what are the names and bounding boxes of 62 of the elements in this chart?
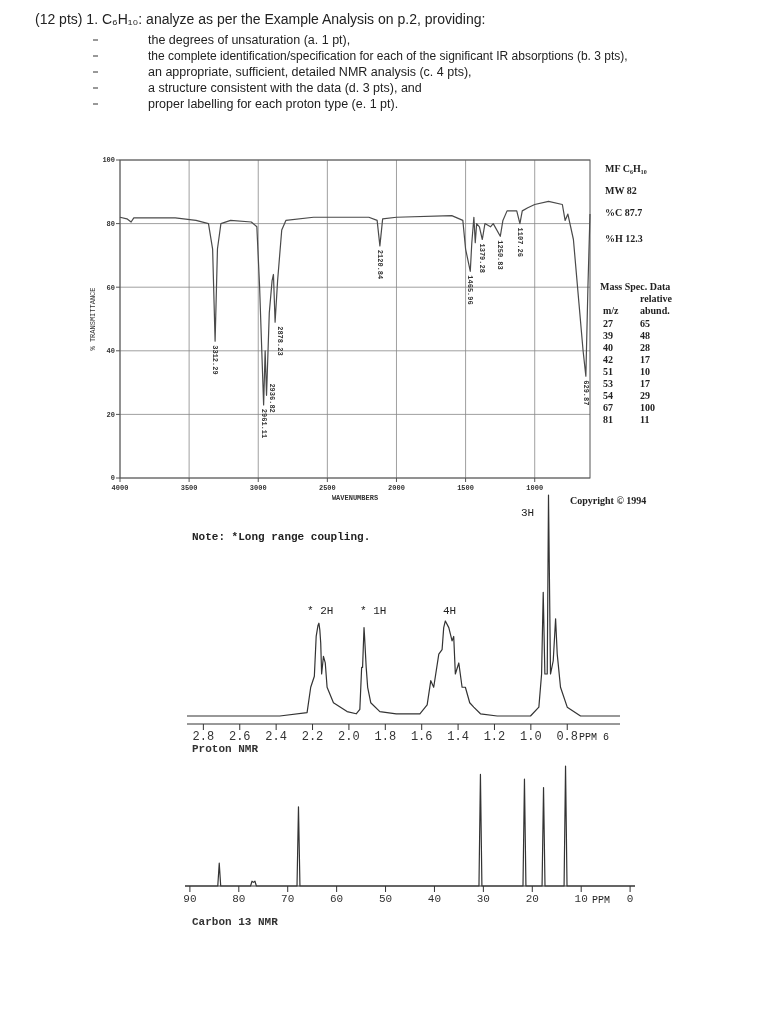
- x-tick-label: 1.2: [483, 730, 506, 744]
- category-label: 27: [603, 318, 613, 329]
- text: MW 82: [605, 185, 637, 196]
- x-tick-label: 1.6: [410, 730, 433, 744]
- data-label: 17: [640, 354, 650, 365]
- annotation: Note: *Long range coupling.: [192, 531, 371, 543]
- text: a structure consistent with the data (d. 3 pts), and: [148, 81, 422, 95]
- data-label: 17: [640, 378, 650, 389]
- x-tick-label: 1.0: [520, 730, 542, 744]
- x-tick-label: 2.0: [338, 730, 360, 744]
- x-tick-label: 2.8: [192, 730, 215, 744]
- x-tick-label: 20: [525, 893, 539, 905]
- x-tick-label: 50: [378, 893, 393, 905]
- annotation: Copyright © 1994: [570, 495, 647, 506]
- x-axis-title: Carbon 13 NMR: [192, 916, 279, 928]
- x-tick-label: 30: [476, 893, 490, 905]
- data-label: 28: [640, 342, 650, 353]
- data-label: 48: [640, 330, 650, 341]
- category-label: 40: [603, 342, 613, 353]
- x-tick-label: 10: [574, 893, 588, 905]
- x-tick-label: 1.4: [447, 730, 469, 744]
- x-axis-title: Proton NMR: [192, 743, 259, 755]
- x-tick-label: 2.4: [265, 730, 287, 744]
- x-tick-label: 90: [183, 893, 197, 905]
- text: the complete identification/specification for each of the significant IR absorptions (b. 3 pts),: [148, 49, 628, 63]
- text: %C 87.7: [605, 207, 643, 218]
- x-tick-label: 0: [626, 893, 634, 905]
- text: PPM: [592, 895, 611, 906]
- annotation: * 2H: [307, 605, 334, 617]
- x-tick-label: 70: [281, 893, 295, 905]
- text: proper labelling for each proton type (e. 1 pt).: [148, 97, 399, 111]
- text: an appropriate, sufficient, detailed NMR analysis (c. 4 pts),: [148, 65, 472, 79]
- annotation: 3H: [521, 507, 535, 519]
- category-label: 54: [603, 390, 613, 401]
- annotation: * 1H: [360, 605, 387, 617]
- x-tick-label: 40: [427, 893, 442, 905]
- chart-title: (12 pts) 1. C₆H₁₀: analyze as per the Example Analysis on p.2, providing:: [35, 11, 486, 27]
- data-label: 11: [640, 414, 650, 425]
- text: %H 12.3: [605, 233, 643, 244]
- category-label: 81: [603, 414, 613, 425]
- text: the degrees of unsaturation (a. 1 pt),: [148, 33, 351, 47]
- text: Mass Spec. Data: [600, 281, 671, 292]
- data-label: 100: [640, 402, 655, 413]
- text: relative abund.: [640, 293, 673, 316]
- x-tick-label: 1.8: [374, 730, 397, 744]
- text: PPM 6: [579, 732, 610, 743]
- category-label: 67: [603, 402, 613, 413]
- x-tick-label: 60: [330, 893, 344, 905]
- x-tick-label: 2.6: [228, 730, 251, 744]
- category-label: 53: [603, 378, 613, 389]
- data-label: 29: [640, 390, 650, 401]
- category-label: 42: [603, 354, 613, 365]
- x-tick-label: 2.2: [301, 730, 324, 744]
- x-tick-label: 80: [232, 893, 246, 905]
- text: m/z: [603, 305, 620, 316]
- data-label: 65: [640, 318, 650, 329]
- annotation: 4H: [443, 605, 457, 617]
- text: MF C₆H₁₀: [605, 163, 647, 174]
- x-tick-label: 0.8: [556, 730, 579, 744]
- data-label: 10: [640, 366, 650, 377]
- category-label: 39: [603, 330, 613, 341]
- category-label: 51: [603, 366, 613, 377]
